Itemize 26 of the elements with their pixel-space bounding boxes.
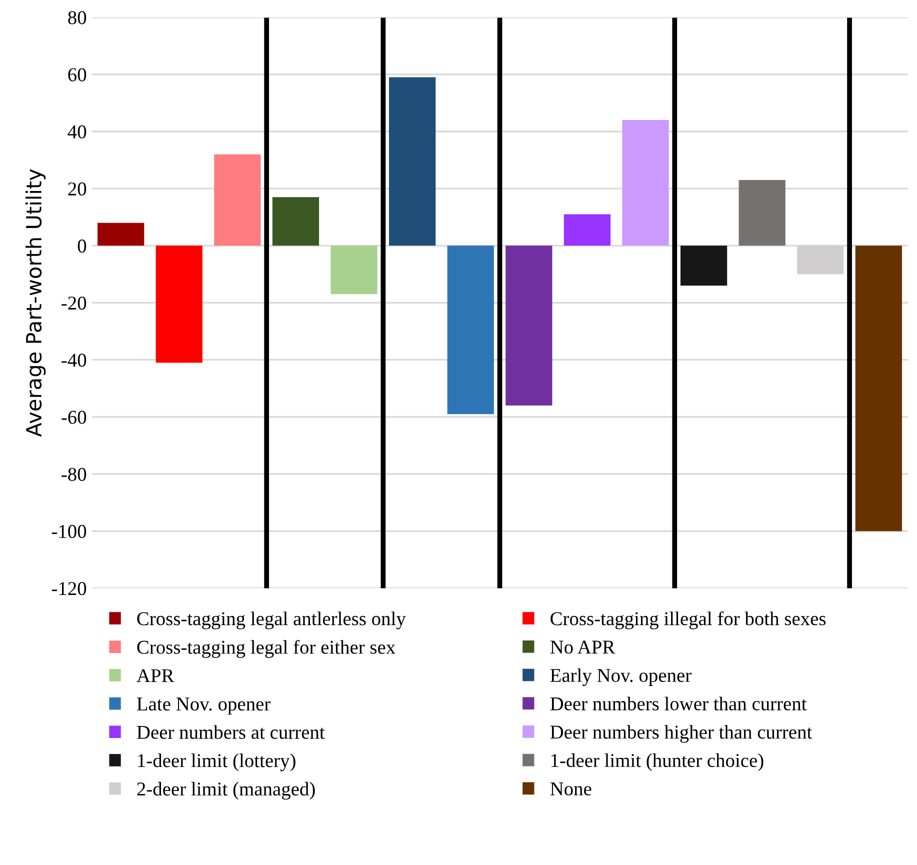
legend-label: Late Nov. opener [136,698,270,715]
legend-label: 1-deer limit (hunter choice) [551,753,764,772]
y-tick-label: -100 [52,524,86,538]
legend-label: APR [136,669,174,682]
y-tick-label: -40 [62,354,86,367]
y-axis-title: Average Part-worth Utility [25,169,46,437]
y-tick-label: -80 [62,468,86,481]
y-tick-label: -20 [62,296,86,310]
legend-label: Deer numbers higher than current [550,725,812,743]
legend-label: None [550,782,592,796]
legend-label: Deer numbers at current [136,725,325,739]
y-tick-label: 80 [68,11,86,24]
legend-label: 1-deer limit (lottery) [138,754,296,772]
legend-label: Cross-tagging legal for either sex [137,640,396,658]
legend-label: No APR [550,640,616,654]
legend-label: 2-deer limit (managed) [137,782,315,800]
y-tick-label: -60 [62,410,86,424]
y-tick-label: 40 [68,125,86,138]
legend-label: Early Nov. opener [550,668,692,686]
y-tick-label: 20 [68,182,86,196]
legend-label: Cross-tagging illegal for both sexes [550,611,826,630]
legend-label: Deer numbers lower than current [550,696,807,710]
y-tick-label: -120 [52,582,86,596]
y-tick-label: 60 [68,68,86,82]
legend-label: Cross-tagging legal antlerless only [137,612,406,630]
y-tick-label: 0 [78,239,86,253]
